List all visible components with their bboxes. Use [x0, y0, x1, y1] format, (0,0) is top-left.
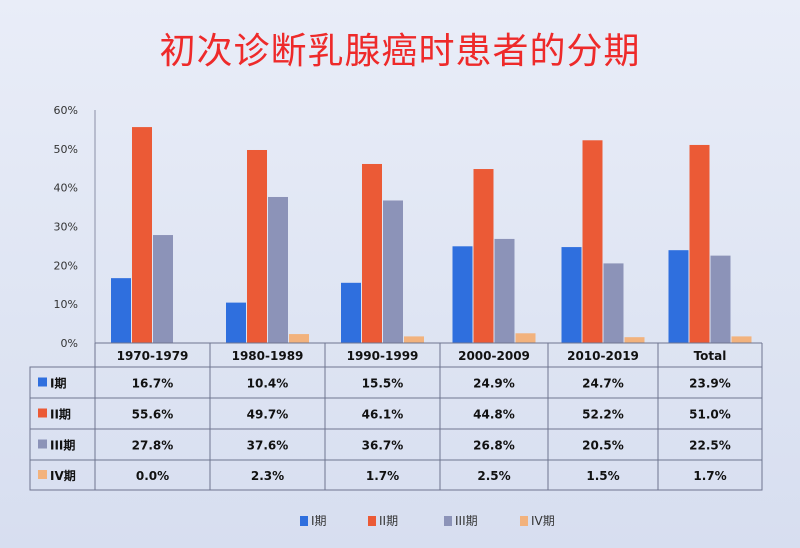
bar — [603, 263, 624, 343]
bar — [132, 127, 152, 343]
bar — [494, 238, 515, 343]
y-tick-label: 50% — [54, 143, 78, 156]
data-label: 49.7% — [247, 408, 289, 422]
data-label: 24.9% — [473, 377, 515, 391]
data-label: 1.7% — [693, 469, 726, 483]
bar — [689, 144, 710, 343]
legend-label: III期 — [455, 514, 478, 528]
row-legend-swatch — [38, 408, 47, 418]
row-label: IV期 — [50, 468, 76, 483]
data-label: 2.5% — [477, 469, 510, 483]
bar — [153, 235, 173, 343]
bar — [668, 250, 689, 343]
data-label: 16.7% — [132, 377, 174, 391]
y-tick-label: 30% — [54, 221, 78, 234]
bar — [111, 278, 131, 343]
row-legend-swatch — [38, 439, 47, 449]
category-label: 1980-1989 — [232, 349, 304, 363]
data-label: 44.8% — [473, 408, 515, 422]
legend-swatch — [520, 516, 528, 526]
bar — [289, 334, 309, 343]
bar — [341, 282, 361, 343]
bar — [515, 333, 536, 343]
bar — [404, 336, 424, 343]
category-label: 1990-1999 — [347, 349, 419, 363]
y-tick-label: 10% — [54, 298, 78, 311]
legend-swatch — [368, 516, 376, 526]
data-label: 27.8% — [132, 439, 174, 453]
data-label: 36.7% — [362, 439, 404, 453]
legend-label: IV期 — [531, 514, 555, 528]
y-tick-label: 40% — [54, 182, 78, 195]
data-label: 1.7% — [366, 469, 399, 483]
chart-title: 初次诊断乳腺癌时患者的分期 — [159, 31, 641, 72]
bar — [383, 200, 403, 343]
data-label: 20.5% — [582, 439, 624, 453]
data-label: 52.2% — [582, 408, 624, 422]
bar — [268, 196, 288, 343]
bar — [582, 140, 603, 343]
data-label: 24.7% — [582, 377, 624, 391]
data-label: 2.3% — [251, 469, 284, 483]
legend-label: II期 — [379, 514, 398, 528]
data-label: 22.5% — [689, 439, 731, 453]
bar — [710, 255, 731, 343]
data-label: 51.0% — [689, 408, 731, 422]
legend-label: I期 — [311, 514, 327, 528]
bar — [624, 337, 645, 343]
row-legend-swatch — [38, 377, 47, 387]
bar — [247, 149, 267, 343]
category-label: 1970-1979 — [117, 349, 189, 363]
bar — [362, 163, 382, 343]
bar — [561, 247, 582, 343]
category-label: Total — [694, 349, 727, 363]
row-label: II期 — [50, 407, 71, 422]
data-label: 55.6% — [132, 408, 174, 422]
data-label: 26.8% — [473, 439, 515, 453]
y-tick-label: 20% — [54, 259, 78, 272]
data-label: 46.1% — [362, 408, 404, 422]
y-tick-label: 60% — [54, 104, 78, 117]
data-label: 37.6% — [247, 439, 289, 453]
legend-swatch — [444, 516, 452, 526]
row-legend-swatch — [38, 470, 47, 479]
data-label: 10.4% — [247, 377, 289, 391]
data-label: 0.0% — [136, 469, 169, 483]
row-label: III期 — [50, 438, 75, 453]
bar — [452, 246, 473, 343]
data-label: 23.9% — [689, 377, 731, 391]
y-tick-label: 0% — [61, 337, 78, 350]
category-label: 2010-2019 — [567, 349, 639, 363]
row-label: I期 — [50, 376, 66, 391]
data-label: 15.5% — [362, 377, 404, 391]
category-label: 2000-2009 — [458, 349, 530, 363]
bar — [226, 302, 246, 343]
data-label: 1.5% — [586, 469, 619, 483]
bar — [473, 169, 494, 343]
legend-swatch — [300, 516, 308, 526]
bar — [731, 336, 752, 343]
